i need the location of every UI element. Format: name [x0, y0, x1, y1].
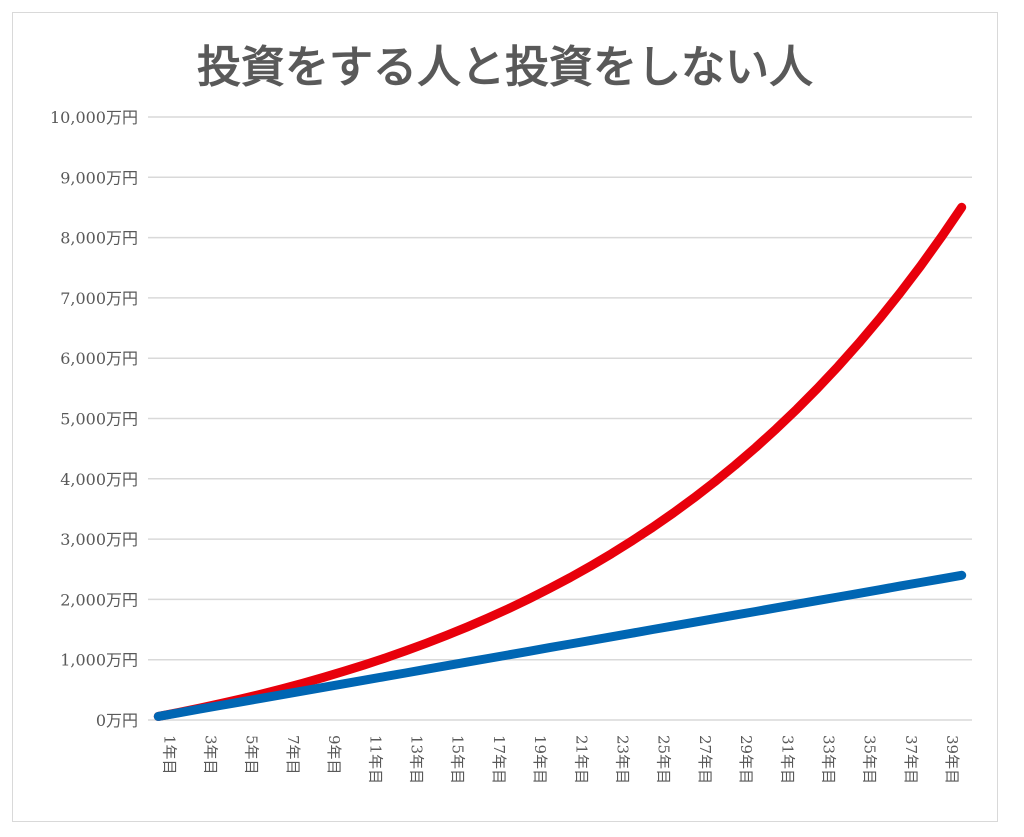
- x-tick-label: 15年目: [449, 735, 467, 784]
- series-line-red: [153, 202, 967, 721]
- chart-title: 投資をする人と投資をしない人: [197, 42, 813, 93]
- x-tick-label: 17年目: [490, 735, 508, 784]
- x-tick-label: 37年目: [902, 735, 920, 784]
- y-tick-label: 5,000万円: [60, 410, 138, 429]
- x-tick-label: 35年目: [861, 735, 879, 784]
- y-tick-label: 4,000万円: [60, 470, 138, 489]
- x-tick-label: 39年目: [943, 735, 961, 784]
- y-tick-label: 2,000万円: [60, 590, 138, 609]
- x-tick-label: 9年目: [325, 735, 343, 775]
- y-tick-label: 8,000万円: [60, 229, 138, 248]
- x-tick-label: 3年目: [202, 735, 220, 775]
- x-tick-label: 25年目: [655, 735, 673, 784]
- x-tick-label: 1年目: [160, 735, 178, 775]
- y-tick-label: 6,000万円: [60, 349, 138, 368]
- x-tick-label: 7年目: [284, 735, 302, 775]
- x-tick-label: 11年目: [366, 735, 384, 784]
- series-lines: [153, 202, 967, 721]
- x-tick-label: 27年目: [696, 735, 714, 784]
- y-tick-label: 7,000万円: [60, 289, 138, 308]
- x-tick-label: 23年目: [614, 735, 632, 784]
- x-tick-label: 33年目: [820, 735, 838, 784]
- y-axis-ticks: 0万円 1,000万円 2,000万円 3,000万円 4,000万円 5,000万円 6,…: [50, 108, 138, 730]
- y-tick-label: 10,000万円: [50, 108, 138, 127]
- y-tick-label: 1,000万円: [60, 651, 138, 670]
- gridlines: [148, 116, 972, 721]
- y-tick-label: 9,000万円: [60, 168, 138, 187]
- y-tick-label: 3,000万円: [60, 530, 138, 549]
- x-tick-label: 13年目: [408, 735, 426, 784]
- series-line-blue: [153, 570, 967, 721]
- x-tick-label: 21年目: [572, 735, 590, 784]
- x-axis-ticks: 1年目 3年目 5年目 7年目 9年目 11年目 13年目 15年目 17年目 19年目 21年目 2…: [160, 735, 961, 784]
- x-tick-label: 5年目: [243, 735, 261, 775]
- x-tick-label: 31年目: [778, 735, 796, 784]
- chart-frame: [12, 12, 998, 822]
- y-tick-label: 0万円: [96, 711, 138, 730]
- x-tick-label: 29年目: [737, 735, 755, 784]
- x-tick-label: 19年目: [531, 735, 549, 784]
